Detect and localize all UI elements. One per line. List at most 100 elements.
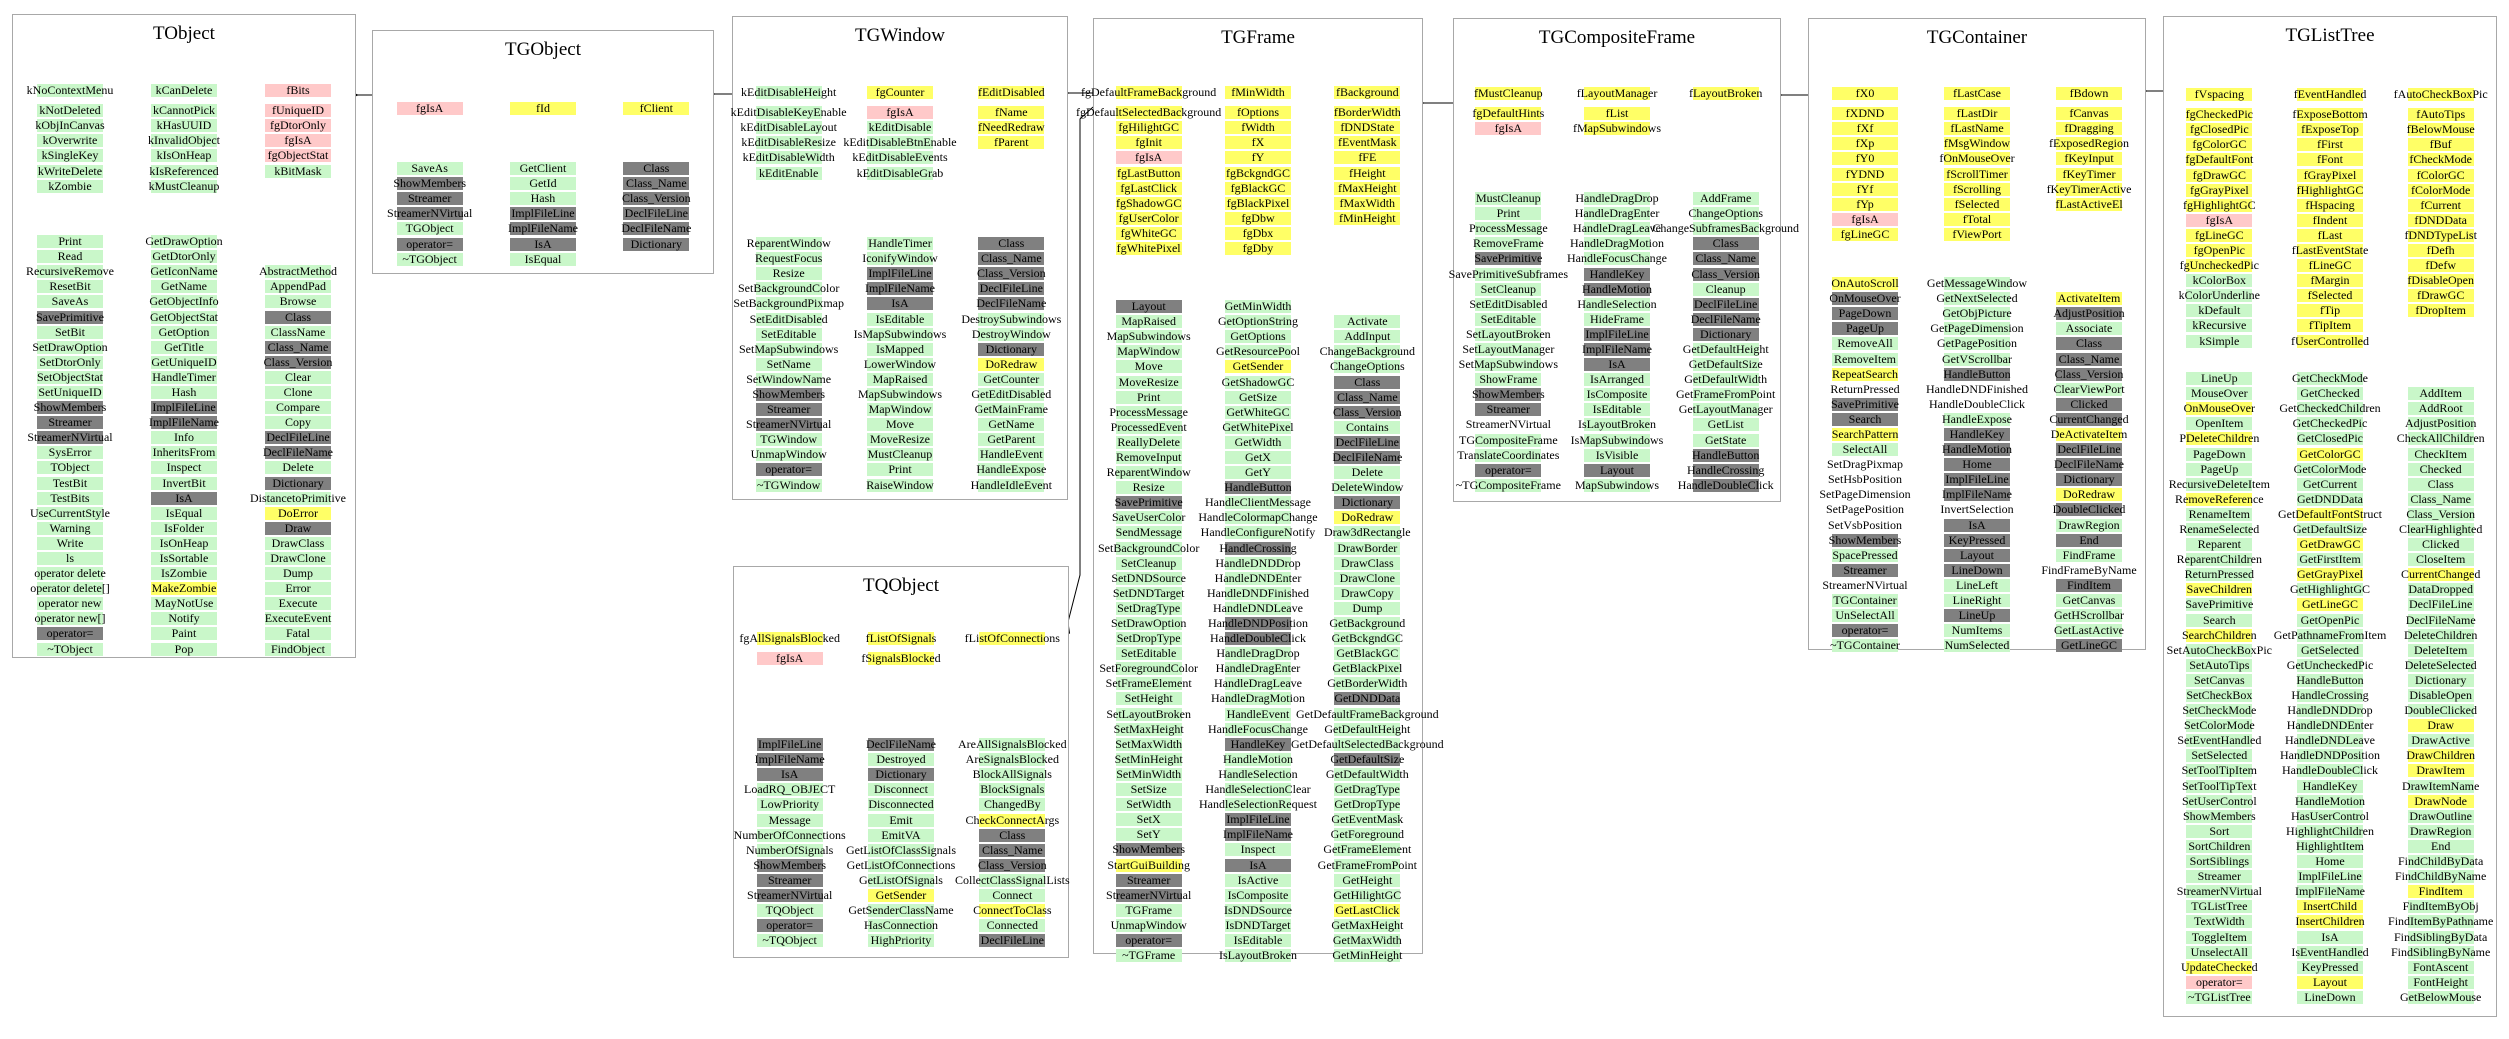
method-item: ShowMembers (393, 176, 466, 191)
method-item: SetMapSubwindows (738, 341, 839, 356)
method-item: ExecuteEvent (264, 611, 332, 626)
method-item: HandleTimer (151, 369, 217, 384)
member-item: fgIsA (734, 651, 845, 666)
method-item: HandleConfigureNotify (1200, 525, 1316, 540)
method-item: LineUp (1921, 608, 2033, 623)
edge-TGFrame-to-TQObject (1060, 106, 1094, 634)
member-item: fX (1203, 135, 1312, 150)
method-item: ShowMembers (1828, 532, 1902, 547)
method-item: HandleButton (1224, 480, 1292, 495)
method-item: GetEditDisabled (971, 386, 1052, 401)
member-item: fDrawGC (2385, 288, 2496, 303)
method-item: GetDNDData (2297, 491, 2363, 506)
method-item: SetUserControl (2182, 793, 2257, 808)
method-item: Inspect (127, 460, 241, 475)
method-item: DeclFileLine (978, 281, 1045, 296)
method-item: Sort (2164, 824, 2275, 839)
method-item: Write (13, 536, 127, 551)
method-item: DestroySubwindows (961, 311, 1062, 326)
method-item: Copy (241, 415, 355, 430)
member-item: fgDtorOnly (241, 118, 355, 133)
method-item: DeclFileLine (979, 933, 1046, 948)
method-item: Print (1454, 206, 1563, 221)
member-item: fLayoutBroken (1689, 86, 1763, 101)
member-item: fBits (241, 83, 355, 98)
class-box-tgobject: TGObject fgIsA fId fClient SaveAs ShowMembers… (372, 30, 714, 274)
method-item: GetMaxWidth (1332, 932, 1402, 947)
method-item: Dictionary (956, 342, 1067, 357)
member-item: fgLineGC (2164, 228, 2275, 243)
method-item: HandleDNDEnter (1214, 570, 1302, 585)
method-item: GetY (1203, 465, 1312, 480)
method-item: GetHScrollbar (2054, 608, 2124, 623)
method-item: DeleteSelected (2404, 657, 2477, 672)
member-column: fgIsA (373, 101, 486, 121)
method-item: Message (734, 812, 845, 827)
method-item: Home (1921, 457, 2033, 472)
method-item: UnmapWindow (750, 447, 827, 462)
member-item: fKeyTimerActive (2046, 181, 2132, 196)
method-item: GetLayoutManager (1678, 402, 1773, 417)
member-item: kIsOnHeap (127, 148, 241, 163)
method-item: DrawChildren (2406, 748, 2475, 763)
method-item: IsComposite (1563, 387, 1672, 402)
member-item: fgLineGC (1809, 227, 1921, 242)
member-item: fOnMouseOver (1939, 151, 2015, 166)
method-item: operator new (37, 596, 103, 611)
member-item: fDNDData (2385, 213, 2496, 228)
method-item: FindFrame (2033, 548, 2145, 563)
method-item: GetHilightGC (1333, 887, 1402, 902)
method-item: LineRight (1921, 593, 2033, 608)
method-item: Streamer (373, 191, 486, 206)
method-item: DeclFileLine (265, 430, 331, 445)
member-item: fgDbw (1203, 211, 1312, 226)
method-item: GetDefaultSize (2293, 521, 2367, 536)
method-item: LoadRQ_OBJECT (743, 782, 836, 797)
method-item: Class_Version (263, 354, 333, 369)
member-item: fgAllSignalsBlocked (739, 631, 840, 646)
method-item: AdjustPosition (2053, 306, 2125, 321)
method-item: HandleKey (1563, 266, 1672, 281)
method-item: LineUp (2164, 371, 2275, 386)
method-item: GetMinHeight (1332, 948, 1403, 963)
method-item: OnMouseOver (1829, 291, 1901, 306)
method-item: HandleExpose (1942, 411, 2012, 426)
method-item: SetWidth (1094, 797, 1203, 812)
method-section: ReparentWindow RequestFocus Resize SetBackg… (733, 236, 1067, 493)
member-column: fMinWidth fOptions fWidth fX fY fgBckgndGC fgB… (1203, 85, 1312, 256)
method-item: DoRedraw (2033, 487, 2145, 502)
member-item: fCanvas (2033, 106, 2145, 121)
member-item: fEventHandled (2293, 87, 2367, 102)
method-column: GetCheckMode GetChecked GetCheckedChildren… (2274, 371, 2386, 1005)
method-item: HandleDoubleClick (1210, 631, 1306, 646)
method-item: Delete (241, 460, 355, 475)
method-item: CheckAllChildren (2396, 431, 2485, 446)
method-item: CloseItem (2385, 552, 2496, 567)
member-item: fDefw (2385, 258, 2496, 273)
method-column: ImplFileLine ImplFileName IsA LoadRQ_OBJECT… (734, 737, 846, 948)
method-item: SavePrimitive (36, 309, 104, 324)
method-item: IsA (1563, 357, 1672, 372)
method-item: Dictionary (600, 236, 713, 251)
method-item: UnselectAll (2164, 945, 2275, 960)
member-item: fKeyTimer (2033, 166, 2145, 181)
member-item: fCheckMode (2407, 152, 2474, 167)
method-item: UpdateChecked (2181, 959, 2258, 974)
method-item: Error (241, 581, 355, 596)
method-item: operator delete[] (30, 581, 110, 596)
method-item: GetSender (1203, 359, 1312, 374)
method-item: ~TQObject (734, 933, 845, 948)
member-item: fYDND (1809, 166, 1921, 181)
method-item: GetDefaultWidth (1684, 372, 1768, 387)
member-column: fgCounter fgIsA kEditDisable kEditDisableBt… (843, 85, 957, 181)
method-item: SetSize (1094, 782, 1203, 797)
method-item: Class_Name (2385, 492, 2496, 507)
class-title: TGListTree (2285, 25, 2375, 46)
method-item: Class (241, 309, 355, 324)
method-item: SetDropType (1115, 631, 1182, 646)
method-item: SetMinHeight (1114, 751, 1183, 766)
method-item: GetIconName (150, 264, 218, 279)
member-item: fgHilightGC (1094, 120, 1203, 135)
member-section: fMustCleanup fgDefaultHints fgIsA fLayoutMa… (1454, 86, 1780, 136)
method-item: Dictionary (2385, 673, 2496, 688)
